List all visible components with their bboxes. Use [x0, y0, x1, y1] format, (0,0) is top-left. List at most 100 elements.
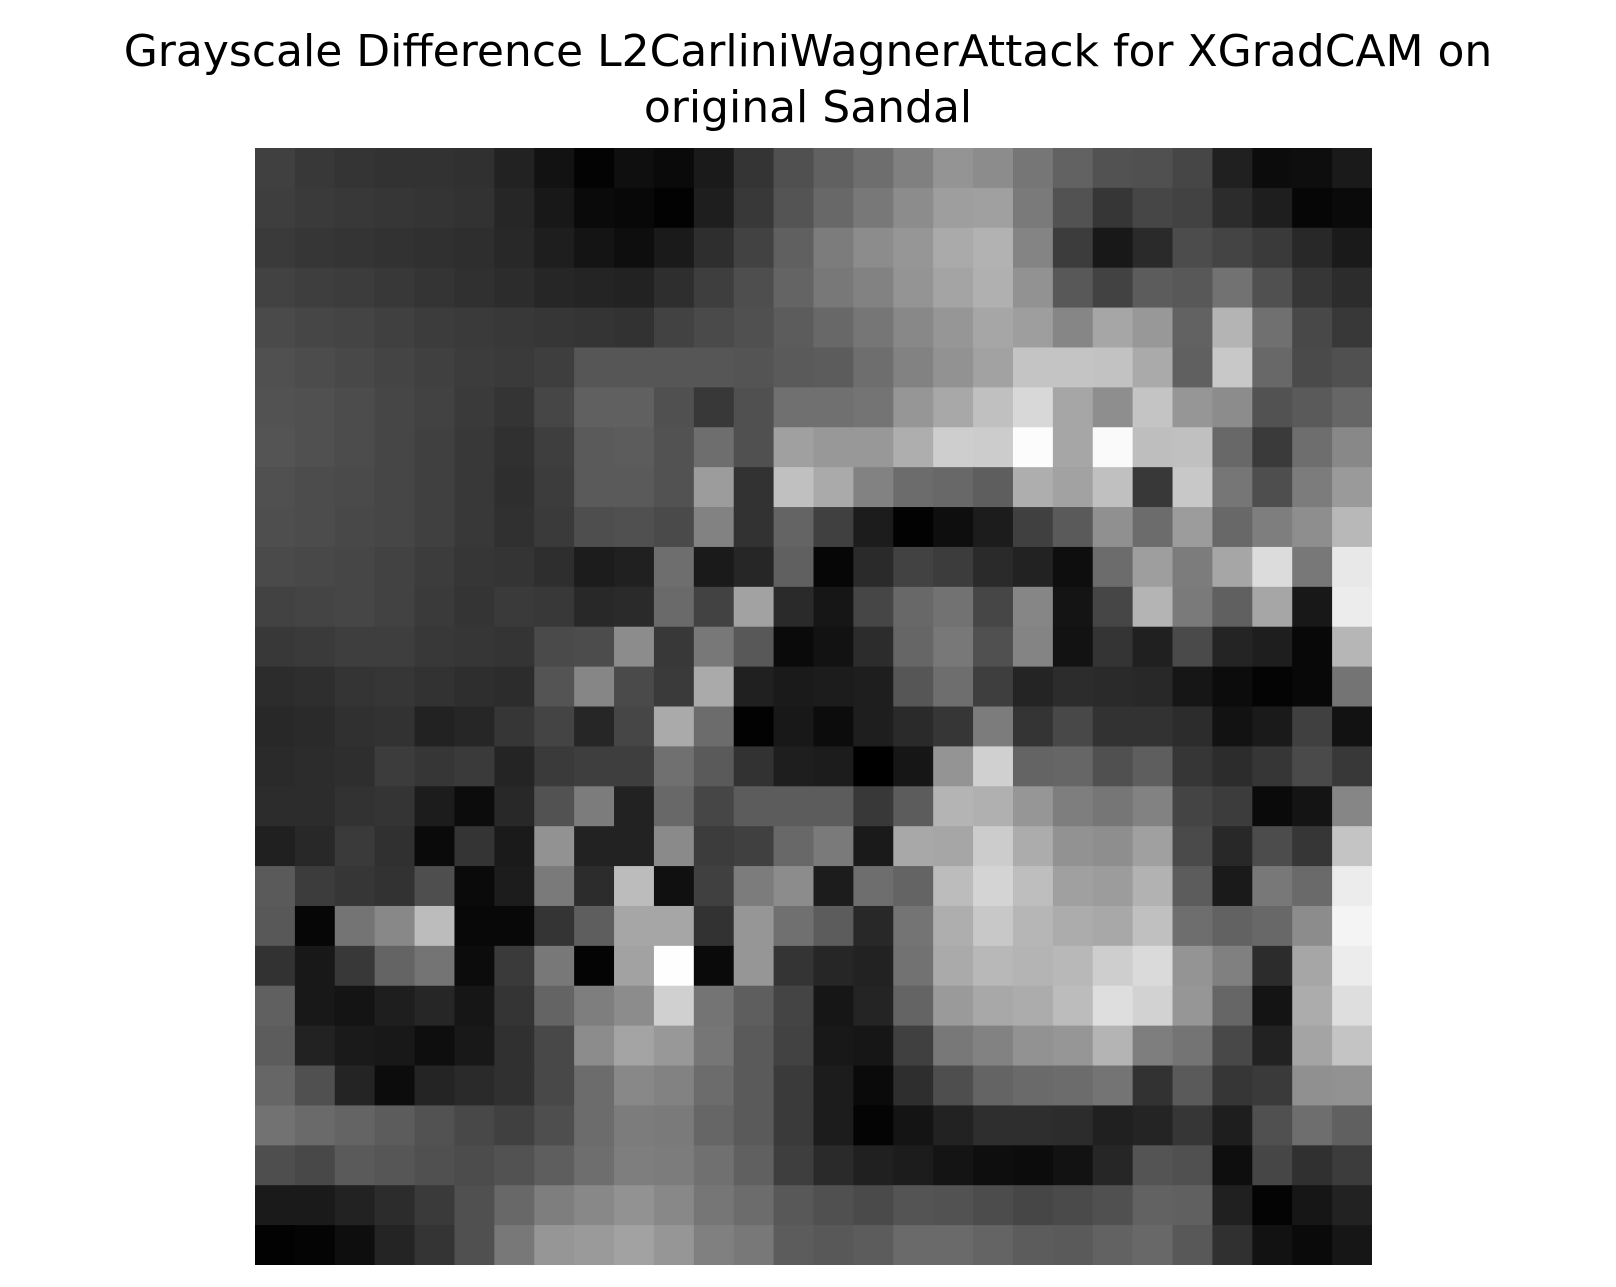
heatmap-cell-r13-c0	[255, 666, 296, 708]
heatmap-cell-r10-c21	[1092, 546, 1134, 588]
heatmap-cell-r24-c24	[1212, 1105, 1253, 1146]
heatmap-cell-r2-c21	[1092, 227, 1134, 269]
heatmap-cell-r15-c6	[494, 746, 535, 787]
heatmap-cell-r10-c7	[534, 546, 575, 588]
heatmap-cell-r26-c3	[374, 1185, 416, 1226]
heatmap-cell-r13-c8	[574, 666, 615, 708]
heatmap-cell-r7-c6	[494, 427, 535, 468]
heatmap-plot	[255, 148, 1372, 1265]
heatmap-cell-r5-c14	[813, 347, 854, 388]
heatmap-cell-r11-c0	[255, 586, 296, 628]
heatmap-cell-r22-c20	[1052, 1025, 1094, 1067]
heatmap-cell-r18-c24	[1212, 866, 1253, 907]
heatmap-cell-r21-c18	[973, 985, 1014, 1027]
heatmap-cell-r20-c14	[813, 945, 854, 987]
heatmap-cell-r1-c1	[294, 187, 336, 229]
heatmap-cell-r6-c10	[653, 387, 695, 428]
heatmap-cell-r10-c17	[933, 546, 974, 588]
heatmap-cell-r18-c27	[1332, 866, 1372, 907]
heatmap-cell-r20-c18	[973, 945, 1014, 987]
heatmap-cell-r3-c6	[494, 267, 535, 309]
heatmap-cell-r27-c13	[773, 1225, 815, 1265]
heatmap-cell-r9-c16	[893, 507, 934, 548]
heatmap-cell-r23-c9	[614, 1065, 655, 1107]
heatmap-cell-r15-c27	[1332, 746, 1372, 787]
heatmap-cell-r1-c20	[1052, 187, 1094, 229]
heatmap-cell-r7-c13	[773, 427, 815, 468]
heatmap-cell-r26-c7	[534, 1185, 575, 1226]
heatmap-cell-r8-c10	[653, 467, 695, 508]
heatmap-cell-r8-c13	[773, 467, 815, 508]
heatmap-cell-r21-c26	[1292, 985, 1333, 1027]
heatmap-cell-r18-c6	[494, 866, 535, 907]
heatmap-cell-r21-c1	[294, 985, 336, 1027]
heatmap-cell-r16-c3	[374, 786, 416, 827]
heatmap-cell-r17-c16	[893, 826, 934, 867]
heatmap-cell-r11-c12	[733, 586, 775, 628]
heatmap-cell-r13-c24	[1212, 666, 1253, 708]
heatmap-cell-r6-c9	[614, 387, 655, 428]
heatmap-cell-r24-c27	[1332, 1105, 1372, 1146]
heatmap-cell-r24-c10	[653, 1105, 695, 1146]
heatmap-cell-r11-c15	[853, 586, 894, 628]
heatmap-cell-r0-c7	[534, 148, 575, 189]
heatmap-cell-r13-c7	[534, 666, 575, 708]
heatmap-cell-r18-c11	[693, 866, 735, 907]
heatmap-cell-r8-c5	[454, 467, 495, 508]
heatmap-cell-r20-c2	[334, 945, 376, 987]
heatmap-cell-r23-c10	[653, 1065, 695, 1107]
heatmap-cell-r18-c9	[614, 866, 655, 907]
heatmap-cell-r10-c19	[1012, 546, 1054, 588]
heatmap-cell-r0-c20	[1052, 148, 1094, 189]
heatmap-cell-r5-c15	[853, 347, 894, 388]
heatmap-cell-r26-c1	[294, 1185, 336, 1226]
heatmap-cell-r13-c15	[853, 666, 894, 708]
heatmap-cell-r2-c20	[1052, 227, 1094, 269]
heatmap-cell-r16-c20	[1052, 786, 1094, 827]
heatmap-cell-r11-c10	[653, 586, 695, 628]
heatmap-cell-r24-c16	[893, 1105, 934, 1146]
heatmap-cell-r4-c16	[893, 307, 934, 349]
heatmap-cell-r6-c8	[574, 387, 615, 428]
heatmap-cell-r16-c11	[693, 786, 735, 827]
heatmap-cell-r16-c15	[853, 786, 894, 827]
heatmap-cell-r25-c19	[1012, 1145, 1054, 1186]
heatmap-cell-r26-c12	[733, 1185, 775, 1226]
heatmap-cell-r0-c0	[255, 148, 296, 189]
heatmap-cell-r23-c16	[893, 1065, 934, 1107]
heatmap-cell-r11-c4	[414, 586, 456, 628]
heatmap-cell-r21-c15	[853, 985, 894, 1027]
heatmap-cell-r21-c21	[1092, 985, 1134, 1027]
heatmap-cell-r26-c25	[1252, 1185, 1293, 1226]
heatmap-cell-r11-c25	[1252, 586, 1293, 628]
heatmap-cell-r25-c12	[733, 1145, 775, 1186]
heatmap-cell-r25-c9	[614, 1145, 655, 1186]
heatmap-cell-r4-c6	[494, 307, 535, 349]
heatmap-cell-r25-c23	[1172, 1145, 1214, 1186]
heatmap-cell-r18-c12	[733, 866, 775, 907]
heatmap-cell-r21-c0	[255, 985, 296, 1027]
heatmap-cell-r4-c0	[255, 307, 296, 349]
heatmap-cell-r17-c26	[1292, 826, 1333, 867]
heatmap-cell-r7-c8	[574, 427, 615, 468]
heatmap-cell-r8-c2	[334, 467, 376, 508]
heatmap-cell-r18-c22	[1132, 866, 1174, 907]
heatmap-cell-r1-c18	[973, 187, 1014, 229]
heatmap-cell-r15-c10	[653, 746, 695, 787]
heatmap-cell-r18-c0	[255, 866, 296, 907]
heatmap-cell-r15-c16	[893, 746, 934, 787]
heatmap-cell-r13-c17	[933, 666, 974, 708]
heatmap-cell-r2-c18	[973, 227, 1014, 269]
heatmap-cell-r9-c8	[574, 507, 615, 548]
heatmap-cell-r23-c5	[454, 1065, 495, 1107]
heatmap-cell-r5-c10	[653, 347, 695, 388]
heatmap-cell-r25-c24	[1212, 1145, 1253, 1186]
heatmap-cell-r4-c17	[933, 307, 974, 349]
heatmap-cell-r9-c15	[853, 507, 894, 548]
heatmap-cell-r21-c19	[1012, 985, 1054, 1027]
heatmap-cell-r17-c18	[973, 826, 1014, 867]
heatmap-cell-r8-c11	[693, 467, 735, 508]
heatmap-cell-r7-c14	[813, 427, 854, 468]
heatmap-cell-r13-c14	[813, 666, 854, 708]
heatmap-cell-r18-c26	[1292, 866, 1333, 907]
